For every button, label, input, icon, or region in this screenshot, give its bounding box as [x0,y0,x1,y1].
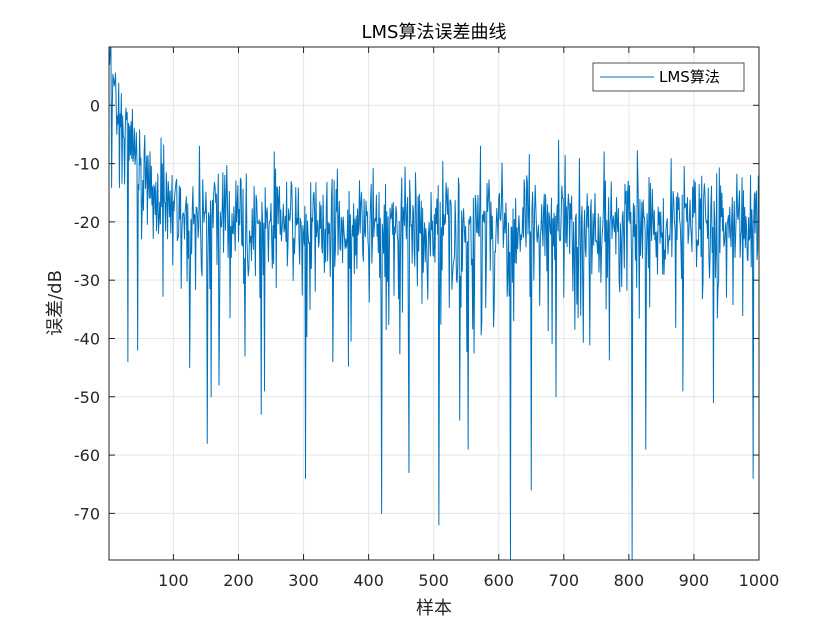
series-layer [108,46,760,561]
x-tick-labels: 100 200 300 400 500 600 700 800 900 1000 [158,571,779,590]
x-tick-label: 200 [223,571,254,590]
y-tick-labels: 0 -10 -20 -30 -40 -50 -60 -70 [74,96,100,523]
x-tick-label: 500 [418,571,449,590]
x-tick-label: 400 [353,571,384,590]
y-tick-label: -70 [74,504,100,523]
axis-ticks [109,47,760,560]
y-tick-label: -10 [74,155,100,174]
x-tick-label: 800 [614,571,645,590]
x-tick-label: 600 [483,571,514,590]
series-line-lms [108,46,760,561]
y-tick-label: -60 [74,446,100,465]
y-tick-label: -20 [74,213,100,232]
x-tick-label: 1000 [739,571,780,590]
x-tick-label: 700 [549,571,580,590]
y-tick-label: -30 [74,271,100,290]
x-tick-label: 100 [158,571,189,590]
legend: LMS算法 [592,62,745,92]
y-tick-label: 0 [90,96,100,115]
x-axis-label: 样本 [416,598,452,619]
x-tick-label: 900 [679,571,710,590]
y-tick-label: -40 [74,329,100,348]
y-axis-label: 误差/dB [45,270,66,336]
chart-title: LMS算法误差曲线 [362,22,507,43]
x-tick-label: 300 [288,571,319,590]
grid [109,47,760,560]
y-tick-label: -50 [74,388,100,407]
legend-label-lms: LMS算法 [659,68,720,86]
